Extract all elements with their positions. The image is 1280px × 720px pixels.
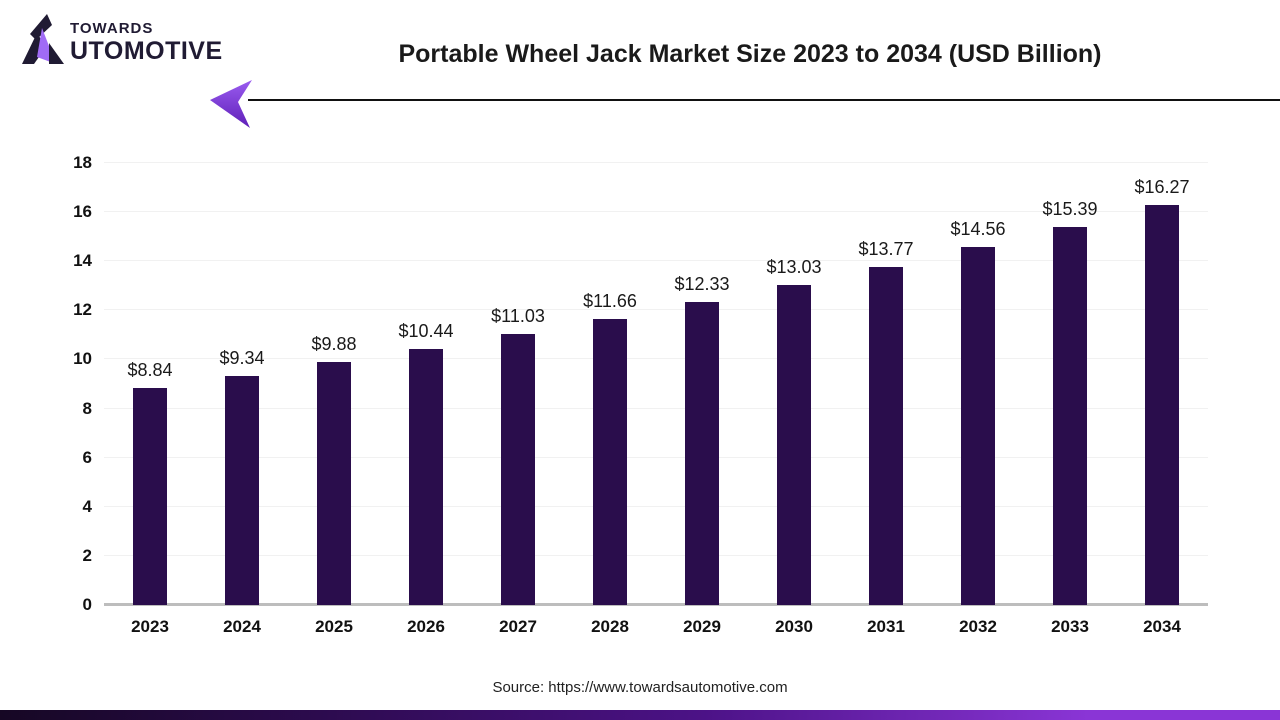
x-tick-label: 2027 xyxy=(499,617,537,636)
y-tick-label: 4 xyxy=(82,496,92,516)
logo-top-text: TOWARDS xyxy=(70,20,154,37)
bar-2026 xyxy=(409,348,443,605)
bar-2028 xyxy=(593,318,627,605)
x-tick-label: 2023 xyxy=(131,617,169,636)
bar-value-label: $11.66 xyxy=(583,290,637,311)
brand-logo: TOWARDS UTOMOTIVE xyxy=(22,14,223,64)
arrow-left-icon xyxy=(210,80,252,128)
bar-2024 xyxy=(225,375,259,605)
gridline xyxy=(104,505,1208,507)
bar-value-label: $13.03 xyxy=(766,257,822,278)
bar-2033 xyxy=(1053,227,1087,605)
header-divider-line xyxy=(248,99,1280,101)
source-text: Source: https://www.towardsautomotive.co… xyxy=(492,679,788,696)
x-axis-line xyxy=(104,603,1208,606)
bar-2030 xyxy=(777,285,811,605)
bar-2031 xyxy=(869,266,903,605)
gridline xyxy=(104,211,1208,213)
bar-value-label: $12.33 xyxy=(674,274,730,295)
gridline xyxy=(104,309,1208,311)
bar-value-label: $9.88 xyxy=(311,334,357,355)
bar-value-label: $9.34 xyxy=(219,347,265,368)
logo-a-mark-icon xyxy=(22,14,64,64)
bar-2023 xyxy=(133,387,167,605)
gridline xyxy=(104,554,1208,556)
x-tick-label: 2030 xyxy=(775,617,813,636)
page-title: Portable Wheel Jack Market Size 2023 to … xyxy=(398,40,1102,68)
x-tick-label: 2033 xyxy=(1051,617,1089,636)
y-tick-label: 18 xyxy=(73,153,92,172)
y-tick-label: 8 xyxy=(82,398,92,418)
y-axis: 0 2 4 6 8 10 12 14 16 18 xyxy=(30,153,92,614)
x-axis: 2023 2024 2025 2026 2027 2028 2029 2030 2031 2032… xyxy=(104,617,1208,643)
y-tick-label: 12 xyxy=(73,300,92,320)
bar-value-label: $11.03 xyxy=(491,306,545,327)
gridline xyxy=(104,407,1208,409)
bar-value-label: $15.39 xyxy=(1042,199,1098,220)
x-tick-label: 2029 xyxy=(683,617,721,636)
y-tick-label: 6 xyxy=(82,447,92,467)
y-tick-label: 14 xyxy=(73,251,92,271)
x-tick-label: 2025 xyxy=(315,617,353,636)
gridline xyxy=(104,456,1208,458)
x-tick-label: 2026 xyxy=(407,617,445,636)
y-tick-label: 16 xyxy=(73,202,92,222)
x-tick-label: 2032 xyxy=(959,617,997,636)
y-tick-label: 2 xyxy=(82,545,92,565)
plot-area: $8.84 $9.34 $9.88 $10.44 $11.03 $11.66 $12.33 $… xyxy=(104,162,1208,606)
footer-gradient-bar xyxy=(0,710,1280,720)
bar-2025 xyxy=(317,362,351,605)
x-tick-label: 2028 xyxy=(591,617,629,636)
logo-bottom-text: UTOMOTIVE xyxy=(70,37,223,65)
logo-text: TOWARDS UTOMOTIVE xyxy=(70,21,223,64)
gridline xyxy=(104,162,1208,163)
y-tick-label: 0 xyxy=(82,595,92,614)
x-tick-label: 2024 xyxy=(223,617,261,636)
bar-value-label: $14.56 xyxy=(950,219,1006,240)
bar-2032 xyxy=(961,247,995,605)
y-tick-label: 10 xyxy=(73,349,92,369)
x-tick-label: 2031 xyxy=(867,617,905,636)
bar-value-label: $13.77 xyxy=(858,238,914,259)
x-tick-label: 2034 xyxy=(1143,617,1181,636)
bar-2027 xyxy=(501,334,535,605)
bar-2029 xyxy=(685,302,719,605)
bar-2034 xyxy=(1145,205,1179,605)
bar-value-label: $8.84 xyxy=(127,359,173,380)
bar-value-label: $16.27 xyxy=(1134,177,1190,198)
gridline xyxy=(104,260,1208,262)
bar-value-label: $10.44 xyxy=(398,320,454,341)
gridline xyxy=(104,358,1208,360)
